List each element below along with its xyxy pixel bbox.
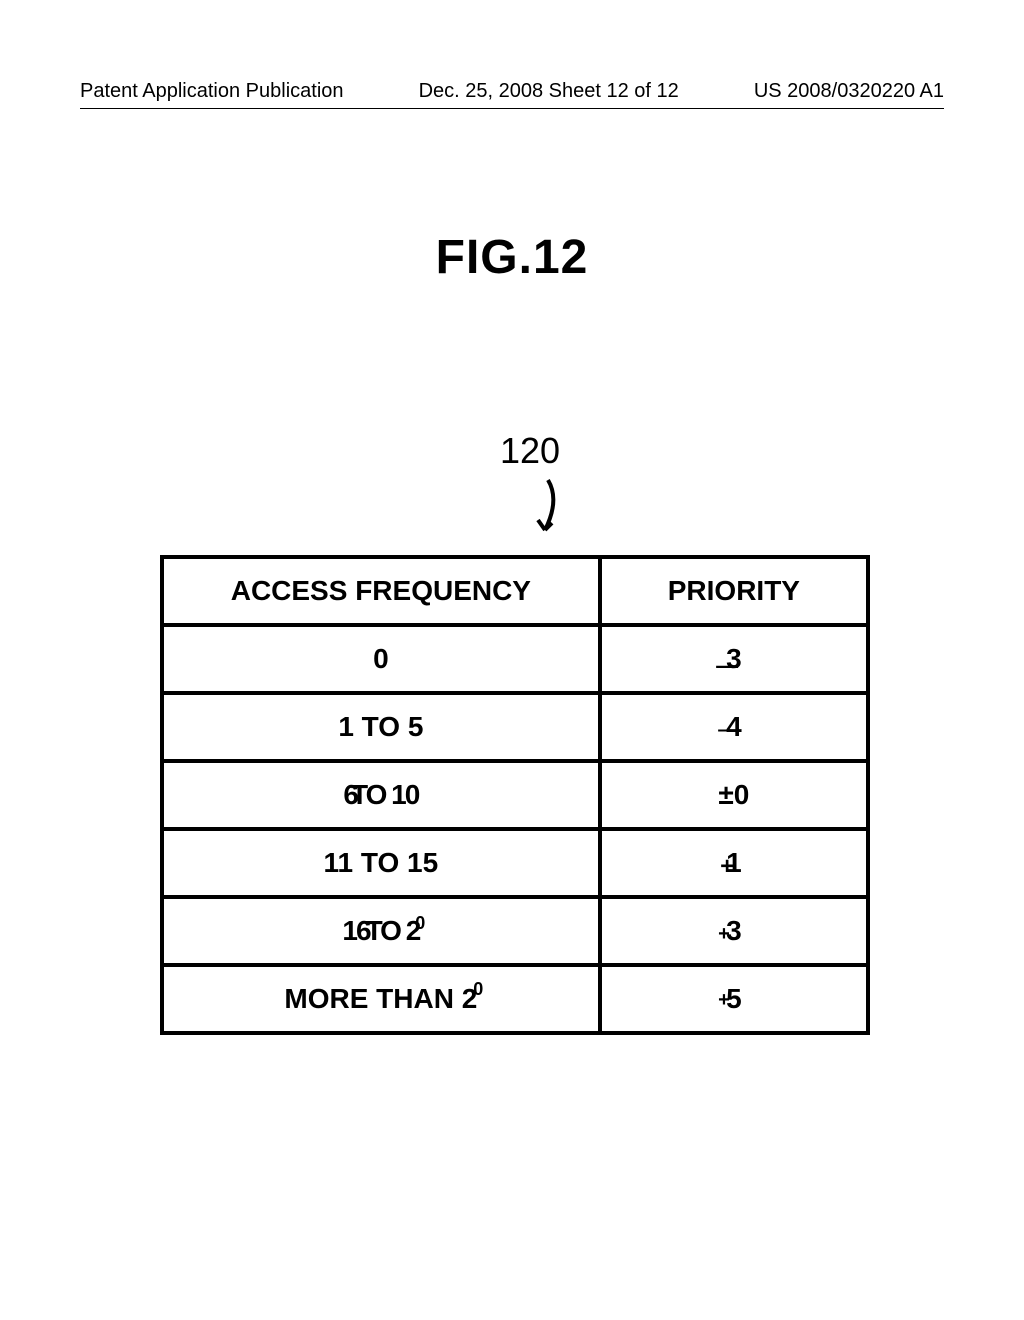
cell-freq: 11 TO 15	[162, 829, 600, 897]
cell-priority: 1+	[600, 829, 868, 897]
cell-priority: ±0	[600, 761, 868, 829]
table-header-row: ACCESS FREQUENCY PRIORITY	[162, 557, 868, 625]
cell-priority: 3—	[600, 625, 868, 693]
table-row: 16TO 20 3+	[162, 897, 868, 965]
table-row: MORE THAN 20 5+	[162, 965, 868, 1033]
table-row: 11 TO 15 1+	[162, 829, 868, 897]
priority-table: ACCESS FREQUENCY PRIORITY 0 3— 1 TO 5 4—…	[160, 555, 870, 1035]
header-rule	[80, 108, 944, 109]
reference-leader-line	[530, 475, 570, 545]
header-date-sheet: Dec. 25, 2008 Sheet 12 of 12	[419, 80, 679, 103]
cell-freq: 0	[162, 625, 600, 693]
col-access-frequency: ACCESS FREQUENCY	[162, 557, 600, 625]
cell-freq: 16TO 20	[162, 897, 600, 965]
table-row: 1 TO 5 4—	[162, 693, 868, 761]
cell-freq: 6TO 10	[162, 761, 600, 829]
col-priority: PRIORITY	[600, 557, 868, 625]
cell-priority: 4—	[600, 693, 868, 761]
reference-number: 120	[500, 430, 560, 472]
cell-freq: 1 TO 5	[162, 693, 600, 761]
patent-header: Patent Application Publication Dec. 25, …	[0, 80, 1024, 103]
header-patent-number: US 2008/0320220 A1	[754, 80, 944, 103]
table-row: 6TO 10 ±0	[162, 761, 868, 829]
priority-table-container: ACCESS FREQUENCY PRIORITY 0 3— 1 TO 5 4—…	[160, 555, 870, 1035]
table-row: 0 3—	[162, 625, 868, 693]
header-publication: Patent Application Publication	[80, 80, 344, 103]
cell-freq: MORE THAN 20	[162, 965, 600, 1033]
cell-priority: 5+	[600, 965, 868, 1033]
figure-title: FIG.12	[0, 230, 1024, 285]
cell-priority: 3+	[600, 897, 868, 965]
